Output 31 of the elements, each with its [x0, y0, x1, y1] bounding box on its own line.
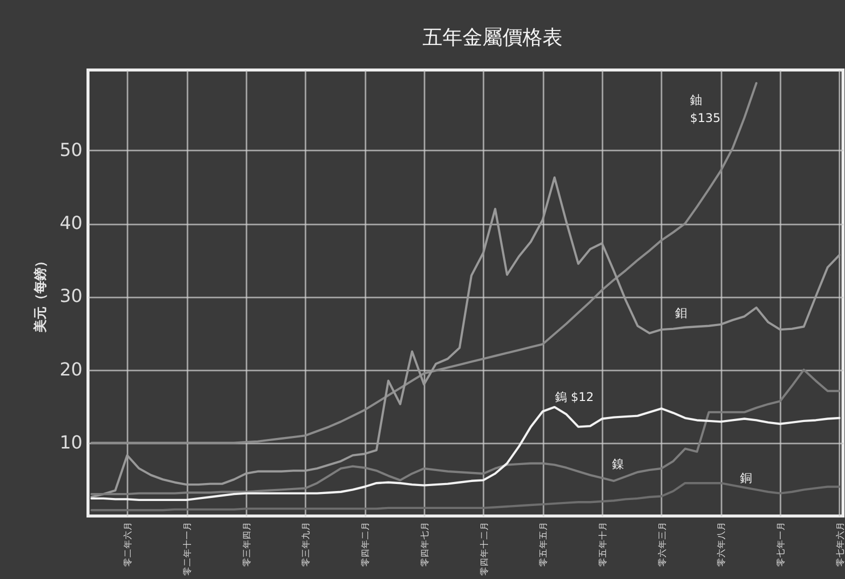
x-tick-label: 零二年十一月 — [182, 522, 194, 576]
line-series — [90, 82, 758, 444]
x-tick-label: 零七年六月 — [834, 522, 845, 566]
x-tick-label: 零五年五月 — [538, 522, 550, 566]
annotation: 鎢 $12 — [555, 390, 594, 404]
annotation: $135 — [690, 111, 721, 125]
x-tick-label: 零六年八月 — [716, 522, 728, 566]
y-tick-label: 40 — [60, 213, 82, 234]
x-tick-label: 零二年六月 — [122, 522, 134, 566]
line-series — [90, 406, 841, 502]
x-tick-label: 零五年十月 — [598, 522, 609, 566]
chart-title: 五年金屬價格表 — [422, 25, 562, 49]
annotation: 鉬 — [675, 306, 687, 320]
line-series — [90, 176, 841, 498]
x-tick-label: 零四年七月 — [419, 522, 430, 566]
x-tick-label: 零四年十二月 — [478, 522, 490, 576]
x-tick-label: 零三年九月 — [300, 522, 312, 566]
x-tick-label: 零六年三月 — [656, 522, 668, 566]
y-axis-title: 美元（每鎊） — [32, 254, 49, 334]
y-tick-label: 30 — [60, 286, 82, 308]
line-series — [90, 482, 841, 512]
annotation: 鎳 — [612, 457, 624, 471]
annotation: 銅 — [740, 471, 752, 485]
line-series — [90, 368, 841, 496]
y-tick-label: 10 — [60, 432, 82, 454]
x-tick-label: 零三年四月 — [241, 522, 252, 566]
y-tick-label: 50 — [60, 140, 82, 161]
x-tick-label: 零四年二月 — [360, 522, 372, 566]
y-tick-label: 20 — [60, 359, 82, 380]
annotation: 鈾 — [690, 93, 702, 107]
x-tick-label: 零七年一月 — [776, 522, 787, 566]
